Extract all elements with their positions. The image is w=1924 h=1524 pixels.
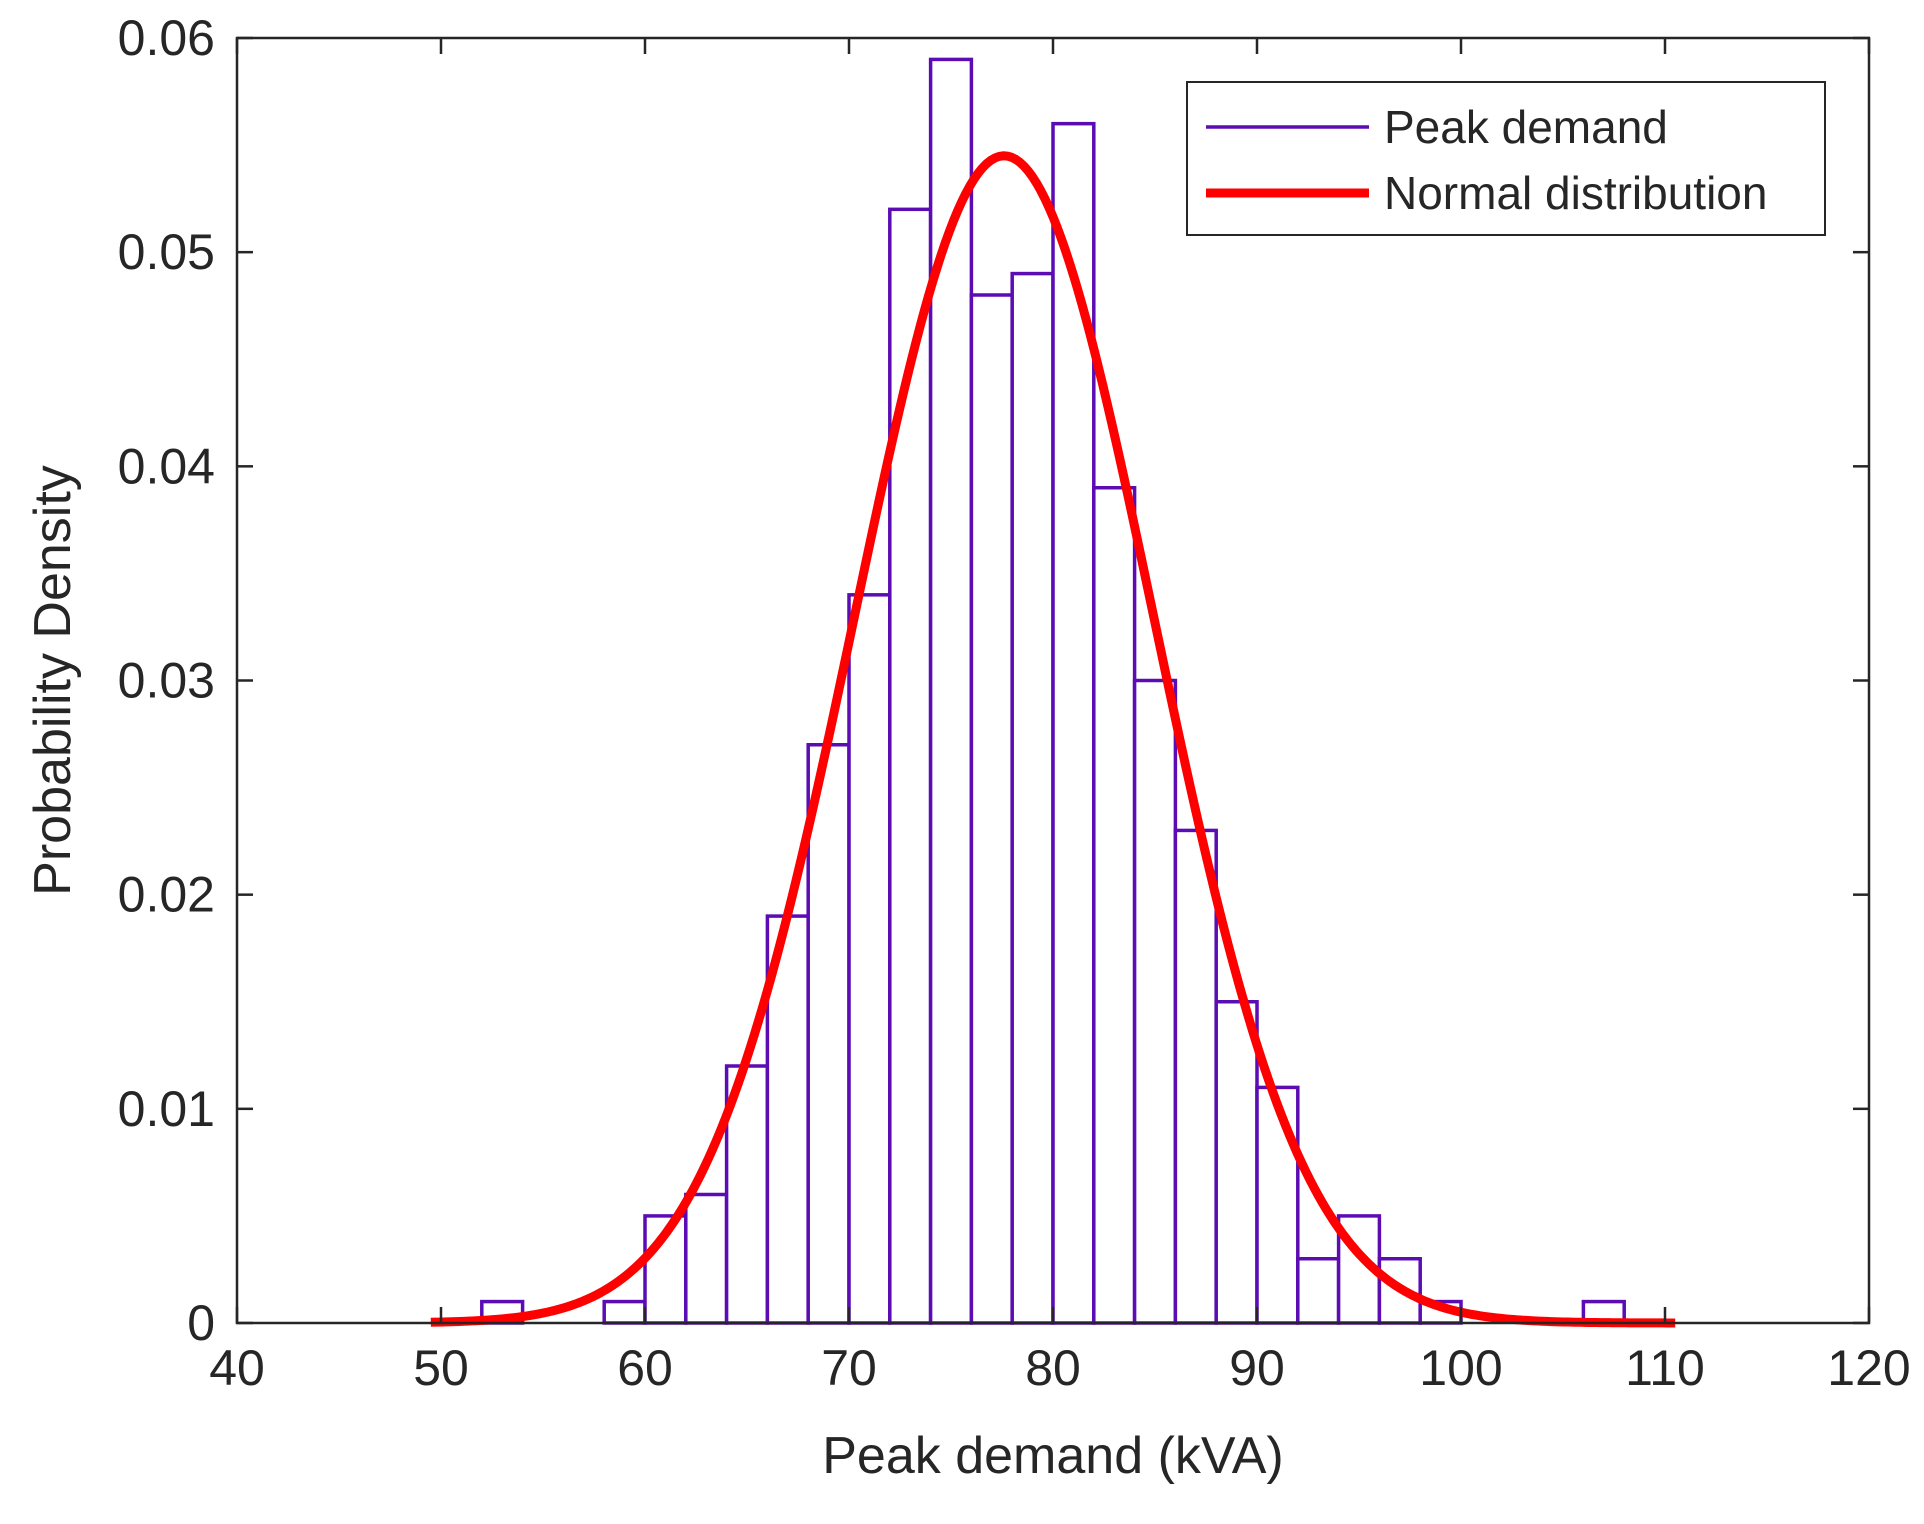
histogram-bar [1092, 486, 1137, 1325]
y-tick-label: 0.04 [118, 438, 215, 494]
legend-label-normal-distribution: Normal distribution [1384, 167, 1767, 219]
histogram-bar [928, 57, 974, 1325]
x-tick-label: 50 [413, 1340, 469, 1396]
x-tick-label: 100 [1419, 1340, 1502, 1396]
legend-label-peak-demand: Peak demand [1384, 101, 1668, 153]
x-tick-label: 120 [1827, 1340, 1910, 1396]
histogram-bar [888, 207, 933, 1325]
y-tick-label: 0 [187, 1295, 215, 1351]
x-tick-label: 40 [209, 1340, 265, 1396]
y-tick-label: 0.06 [118, 10, 215, 66]
x-axis-label: Peak demand (kVA) [822, 1427, 1283, 1485]
histogram-bar [684, 1192, 729, 1325]
histogram-bars [480, 57, 1626, 1325]
y-axis-label: Probability Density [24, 465, 82, 896]
normal-distribution-curve [430, 151, 1676, 1328]
histogram-bar [806, 743, 851, 1325]
histogram-bar [1173, 828, 1218, 1325]
y-tick-label: 0.01 [118, 1081, 215, 1137]
x-tick-label: 60 [617, 1340, 673, 1396]
y-tick-labels: 0 0.01 0.02 0.03 0.04 0.05 0.06 [118, 10, 215, 1351]
axis-ticks [235, 36, 1871, 1325]
histogram-bar [1010, 271, 1055, 1325]
histogram-bar [602, 1299, 647, 1325]
normal-curve-layer [430, 151, 1676, 1328]
histogram-bar [847, 593, 892, 1325]
x-tick-label: 70 [821, 1340, 877, 1396]
x-tick-label: 80 [1025, 1340, 1081, 1396]
histogram-bar [1296, 1257, 1341, 1325]
y-tick-label: 0.05 [118, 224, 215, 280]
histogram-bar [1255, 1085, 1300, 1325]
y-tick-label: 0.03 [118, 653, 215, 709]
legend-box [1186, 81, 1826, 236]
histogram-bar [969, 293, 1014, 1325]
histogram-bar [1051, 121, 1096, 1325]
x-tick-label: 90 [1229, 1340, 1285, 1396]
legend: Peak demand Normal distribution [1186, 81, 1826, 236]
histogram-bar [1214, 1000, 1259, 1325]
x-tick-labels: 40 50 60 70 80 90 100 110 120 [209, 1340, 1911, 1396]
histogram-bar [1132, 678, 1178, 1325]
y-tick-label: 0.02 [118, 867, 215, 923]
x-tick-label: 110 [1625, 1340, 1705, 1396]
